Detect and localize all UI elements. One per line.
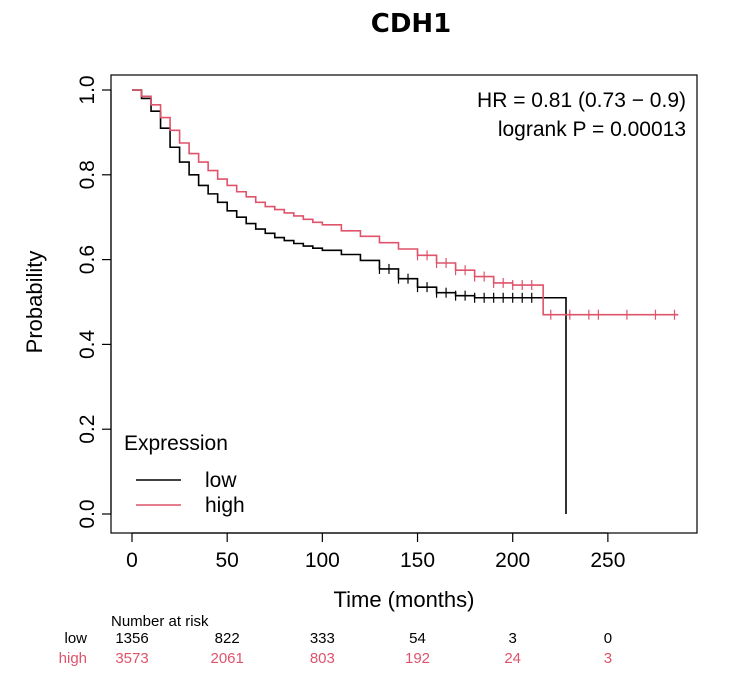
x-tick-label: 200 [495, 549, 530, 572]
y-tick-label: 0.6 [76, 245, 99, 274]
risk-value: 333 [310, 630, 335, 647]
risk-value: 803 [310, 650, 335, 667]
y-tick-label: 0.0 [76, 499, 99, 528]
x-tick-label: 100 [305, 549, 340, 572]
plot-frame [110, 74, 698, 534]
risk-value: 2061 [210, 650, 243, 667]
y-axis: 0.0 0.2 0.4 0.6 0.8 1.0 [76, 75, 112, 529]
y-axis-label: Probability [22, 251, 47, 354]
plot-area [132, 89, 679, 514]
x-tick-label: 250 [590, 549, 625, 572]
x-tick-label: 50 [215, 549, 238, 572]
x-tick-label: 150 [400, 549, 435, 572]
risk-value: 1356 [115, 630, 148, 647]
risk-value: 3573 [115, 650, 148, 667]
risk-value: 0 [604, 630, 612, 647]
risk-value: 24 [504, 650, 521, 667]
risk-value: 3 [604, 650, 612, 667]
risk-row-label-low: low [64, 630, 87, 647]
chart-title: CDH1 [371, 9, 452, 39]
series-low [132, 89, 567, 514]
legend: Expression low high [124, 432, 245, 517]
x-tick-label: 0 [126, 549, 138, 572]
series-high [132, 89, 679, 320]
y-tick-label: 0.2 [76, 415, 99, 444]
risk-row-label-high: high [59, 650, 87, 667]
y-tick-label: 1.0 [76, 75, 99, 104]
y-tick-label: 0.4 [76, 329, 99, 359]
risk-value: 54 [409, 630, 426, 647]
number-at-risk-table: Number at risk low 1356 822 333 54 3 0 high 3573… [59, 613, 612, 667]
risk-value: 3 [509, 630, 517, 647]
logrank-annotation: logrank P = 0.00013 [498, 118, 686, 141]
y-tick-label: 0.8 [76, 160, 99, 189]
legend-entry-low: low [205, 469, 237, 492]
risk-value: 822 [215, 630, 240, 647]
legend-entry-high: high [205, 494, 245, 517]
risk-heading: Number at risk [111, 613, 209, 630]
risk-value: 192 [405, 650, 430, 667]
x-axis-label: Time (months) [334, 587, 475, 612]
legend-title: Expression [124, 432, 228, 455]
hr-annotation: HR = 0.81 (0.73 − 0.9) [477, 89, 686, 112]
x-axis: 0 50 100 150 200 250 [126, 532, 625, 572]
